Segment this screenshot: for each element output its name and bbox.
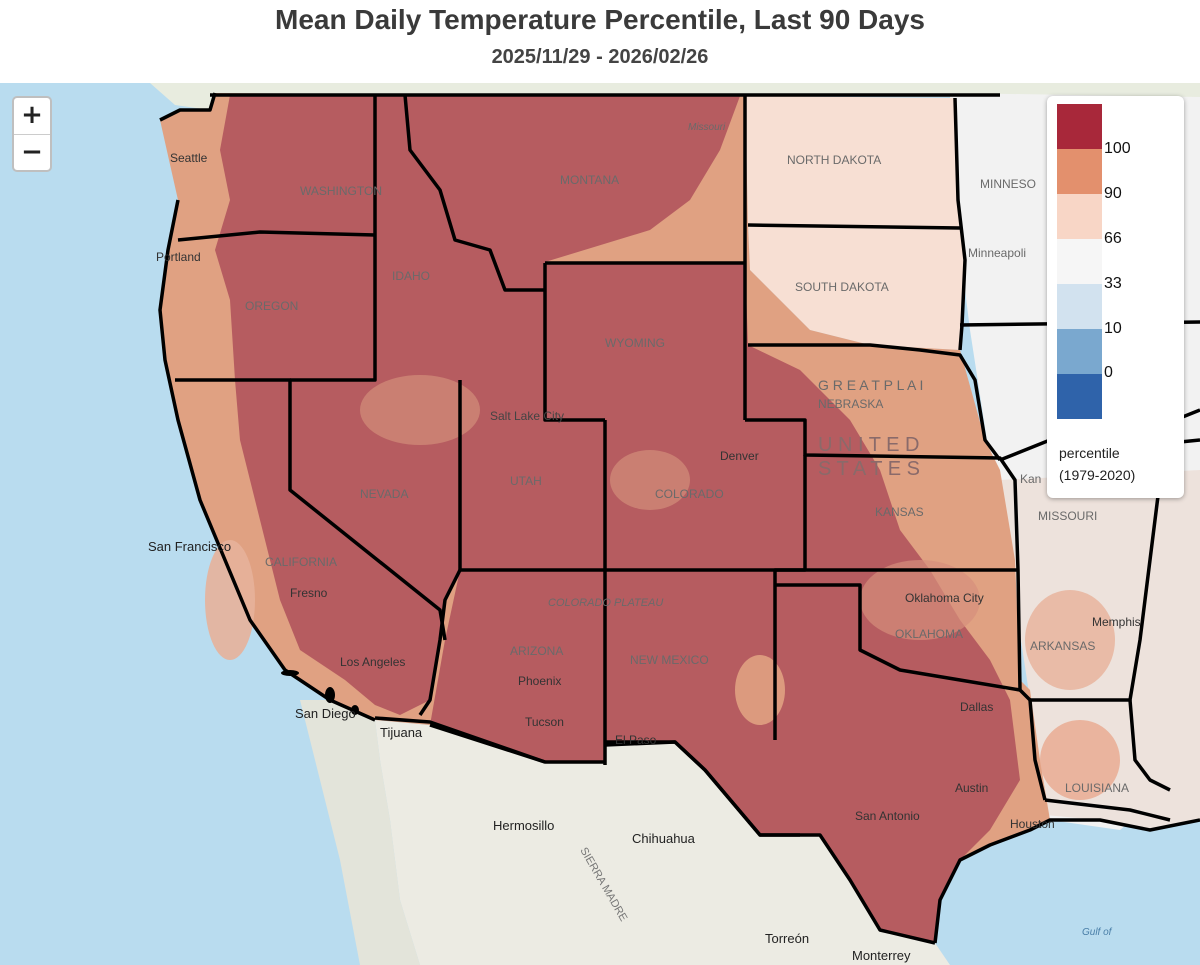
- legend-swatch-90: [1057, 149, 1102, 194]
- louisiana-patch: [1040, 720, 1120, 800]
- label-el-paso: El Paso: [615, 733, 657, 747]
- label-oregon: OREGON: [245, 299, 298, 313]
- label-san-diego: San Diego: [295, 706, 356, 721]
- label-torreon: Torreón: [765, 931, 809, 946]
- island: [325, 687, 335, 703]
- date-range-subtitle: 2025/11/29 - 2026/02/26: [491, 46, 709, 68]
- legend-swatch-below0: [1057, 374, 1102, 419]
- legend-tick: 33: [1104, 275, 1122, 292]
- label-montana: MONTANA: [560, 173, 619, 187]
- label-austin: Austin: [955, 781, 988, 795]
- legend-tick: 90: [1104, 185, 1122, 202]
- label-missouri-state: MISSOURI: [1038, 509, 1097, 523]
- label-idaho: IDAHO: [392, 269, 430, 283]
- label-kansas-city: Kan: [1020, 472, 1041, 486]
- legend: 100 90 66 33 10 0 percentile (1979-2020): [1047, 96, 1184, 498]
- northwest-hot-region: [215, 95, 740, 715]
- label-memphis: Memphis: [1092, 615, 1141, 629]
- label-salt-lake: Salt Lake City: [490, 409, 564, 423]
- label-nevada: NEVADA: [360, 487, 408, 501]
- label-california: CALIFORNIA: [265, 555, 337, 569]
- label-fresno: Fresno: [290, 586, 328, 600]
- label-utah: UTAH: [510, 474, 542, 488]
- label-houston: Houston: [1010, 817, 1055, 831]
- zoom-out-button[interactable]: −: [21, 137, 43, 167]
- legend-swatch-0: [1057, 329, 1102, 374]
- arkansas-patch: [1025, 590, 1115, 690]
- label-san-francisco: San Francisco: [148, 539, 231, 554]
- label-united: U N I T E D: [818, 434, 920, 456]
- label-hermosillo: Hermosillo: [493, 818, 554, 833]
- southwest-hot-region: [430, 262, 1020, 943]
- label-colorado: COLORADO: [655, 487, 724, 501]
- zoom-in-button[interactable]: +: [14, 98, 50, 135]
- label-san-antonio: San Antonio: [855, 809, 920, 823]
- label-dallas: Dallas: [960, 700, 993, 714]
- label-minneapolis: Minneapoli: [968, 246, 1026, 260]
- dakotas-region: [745, 96, 965, 350]
- legend-tick: 100: [1104, 140, 1131, 157]
- legend-tick: 10: [1104, 320, 1122, 337]
- label-missouri-river: Missouri: [688, 122, 726, 133]
- label-wyoming: WYOMING: [605, 336, 665, 350]
- label-arkansas: ARKANSAS: [1030, 639, 1095, 653]
- nevada-patch: [360, 375, 480, 445]
- legend-swatch-100plus: [1057, 104, 1102, 149]
- mexico-land: [375, 720, 950, 965]
- canada-land: [150, 83, 1200, 110]
- legend-swatch-10: [1057, 284, 1102, 329]
- label-minnesota: MINNESO: [980, 177, 1036, 191]
- legend-swatch-33: [1057, 239, 1102, 284]
- island: [281, 670, 299, 676]
- colorado-patch: [610, 450, 690, 510]
- label-washington: WASHINGTON: [300, 184, 382, 198]
- label-south-dakota: SOUTH DAKOTA: [795, 280, 889, 294]
- label-oklahoma-city: Oklahoma City: [905, 591, 984, 605]
- label-tucson: Tucson: [525, 715, 564, 729]
- map-header: Mean Daily Temperature Percentile, Last …: [0, 0, 1200, 83]
- legend-swatch-66: [1057, 194, 1102, 239]
- label-seattle: Seattle: [170, 151, 208, 165]
- map-svg: NORTH DAKOTA SOUTH DAKOTA MINNESO Minnea…: [0, 83, 1200, 965]
- label-north-dakota: NORTH DAKOTA: [787, 153, 881, 167]
- legend-tick: 66: [1104, 230, 1122, 247]
- california-coast-patch: [205, 540, 255, 660]
- label-nebraska: NEBRASKA: [818, 397, 883, 411]
- zoom-control: + −: [12, 96, 52, 172]
- label-oklahoma: OKLAHOMA: [895, 627, 963, 641]
- label-portland: Portland: [156, 250, 201, 264]
- label-louisiana: LOUISIANA: [1065, 781, 1129, 795]
- label-tijuana: Tijuana: [380, 725, 423, 740]
- label-colorado-plateau: COLORADO PLATEAU: [548, 597, 663, 609]
- label-denver: Denver: [720, 449, 759, 463]
- label-great-plains: G R E A T P L A I: [818, 377, 923, 393]
- label-arizona: ARIZONA: [510, 644, 563, 658]
- baja-land: [300, 700, 420, 965]
- label-kansas: KANSAS: [875, 505, 924, 519]
- map-title: Mean Daily Temperature Percentile, Last …: [275, 4, 925, 35]
- legend-note-range: (1979-2020): [1059, 467, 1136, 483]
- legend-tick: 0: [1104, 364, 1113, 381]
- label-new-mexico: NEW MEXICO: [630, 653, 709, 667]
- oklahoma-patch: [860, 560, 980, 640]
- label-phoenix: Phoenix: [518, 674, 561, 688]
- label-states: S T A T E S: [818, 458, 920, 480]
- map-canvas[interactable]: NORTH DAKOTA SOUTH DAKOTA MINNESO Minnea…: [0, 83, 1200, 965]
- label-chihuahua: Chihuahua: [632, 831, 696, 846]
- island: [351, 705, 359, 715]
- label-gulf: Gulf of: [1082, 927, 1113, 938]
- label-monterrey: Monterrey: [852, 948, 911, 963]
- nm-patch: [735, 655, 785, 725]
- legend-note: percentile: [1059, 445, 1120, 461]
- label-los-angeles: Los Angeles: [340, 655, 405, 669]
- national-border: [158, 92, 1200, 945]
